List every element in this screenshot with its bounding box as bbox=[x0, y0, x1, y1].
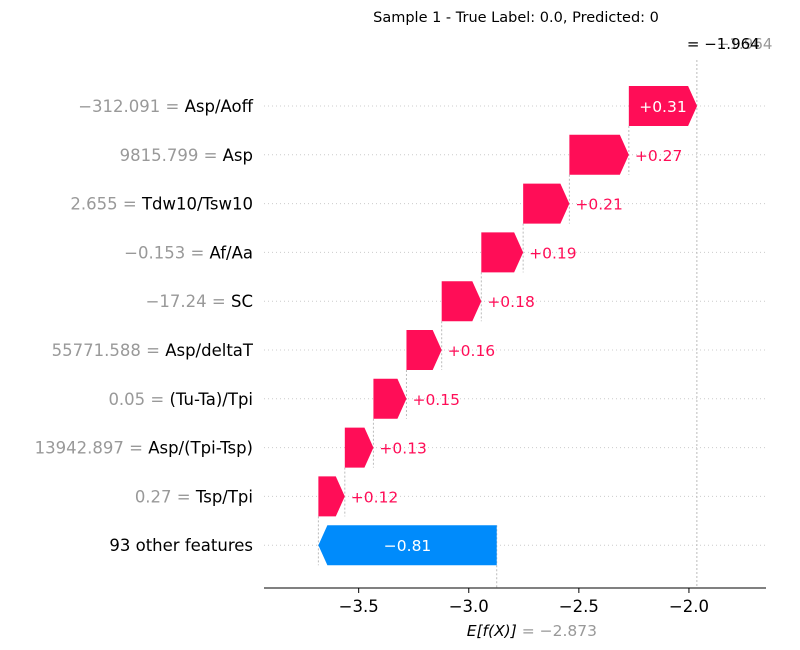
feature-value: 13942.897 = bbox=[35, 439, 149, 458]
feature-label: −312.091 = Asp/Aoff bbox=[78, 97, 253, 116]
feature-value: −17.24 = bbox=[146, 292, 231, 311]
feature-value: 0.27 = bbox=[135, 487, 196, 506]
contribution-label: +0.12 bbox=[351, 488, 399, 506]
feature-label: 9815.799 = Asp bbox=[120, 146, 253, 165]
waterfall-bar bbox=[628, 86, 698, 126]
feature-value: 55771.588 = bbox=[52, 341, 166, 360]
feature-value: 0.05 = bbox=[108, 390, 169, 409]
contribution-label: +0.31 bbox=[639, 98, 687, 116]
feature-name: (Tu-Ta)/Tpi bbox=[170, 390, 254, 409]
feature-name: Asp/Aoff bbox=[185, 97, 254, 116]
contribution-label: +0.27 bbox=[635, 147, 683, 165]
feature-label: 0.27 = Tsp/Tpi bbox=[135, 487, 253, 506]
feature-name: Tdw10/Tsw10 bbox=[141, 195, 253, 214]
waterfall-bar bbox=[318, 476, 345, 517]
chart-title: Sample 1 - True Label: 0.0, Predicted: 0 bbox=[373, 10, 659, 26]
base-value-number: = −2.873 bbox=[517, 622, 597, 640]
contribution-label: +0.15 bbox=[412, 391, 460, 409]
feature-name: Asp/deltaT bbox=[165, 341, 254, 360]
waterfall-bar bbox=[373, 378, 407, 419]
x-tick-label: −3.5 bbox=[339, 597, 379, 616]
feature-value: −312.091 = bbox=[78, 97, 184, 116]
output-value-label: = −1.964 bbox=[687, 35, 760, 53]
feature-value: −0.153 = bbox=[124, 243, 209, 262]
feature-label: 2.655 = Tdw10/Tsw10 bbox=[70, 195, 253, 214]
feature-value: 2.655 = bbox=[70, 195, 142, 214]
feature-name: Asp/(Tpi-Tsp) bbox=[148, 439, 253, 458]
feature-name: 93 other features bbox=[109, 536, 253, 555]
feature-name: SC bbox=[231, 292, 253, 311]
contribution-label: +0.18 bbox=[487, 293, 535, 311]
feature-label: 0.05 = (Tu-Ta)/Tpi bbox=[108, 390, 253, 409]
base-value-name: E[f(X)] bbox=[467, 622, 517, 640]
waterfall-bar bbox=[523, 183, 570, 224]
waterfall-bar bbox=[344, 427, 374, 468]
waterfall-bar bbox=[481, 232, 524, 273]
waterfall-bar bbox=[441, 281, 482, 322]
contribution-label: +0.16 bbox=[448, 342, 496, 360]
feature-label: 93 other features bbox=[109, 536, 253, 555]
feature-label: −0.153 = Af/Aa bbox=[124, 243, 253, 262]
x-tick-label: −2.0 bbox=[669, 597, 709, 616]
contribution-label: +0.21 bbox=[575, 196, 623, 214]
x-tick-label: −2.5 bbox=[559, 597, 599, 616]
feature-label: −17.24 = SC bbox=[146, 292, 253, 311]
feature-label: 55771.588 = Asp/deltaT bbox=[52, 341, 254, 360]
waterfall-bar bbox=[569, 134, 629, 175]
waterfall-bar bbox=[318, 525, 497, 566]
contribution-label: −0.81 bbox=[384, 537, 432, 555]
x-tick-label: −3.0 bbox=[449, 597, 489, 616]
feature-name: Asp bbox=[223, 146, 253, 165]
feature-label: 13942.897 = Asp/(Tpi-Tsp) bbox=[35, 439, 253, 458]
base-value-label: E[f(X)] = −2.873 bbox=[467, 622, 597, 640]
feature-name: Tsp/Tpi bbox=[195, 487, 253, 506]
contribution-label: +0.13 bbox=[379, 440, 427, 458]
contribution-label: +0.19 bbox=[529, 244, 577, 262]
feature-name: Af/Aa bbox=[210, 243, 253, 262]
waterfall-bar bbox=[406, 330, 442, 370]
feature-value: 9815.799 = bbox=[120, 146, 223, 165]
output-value-gray-label: −1.964 bbox=[717, 35, 773, 53]
